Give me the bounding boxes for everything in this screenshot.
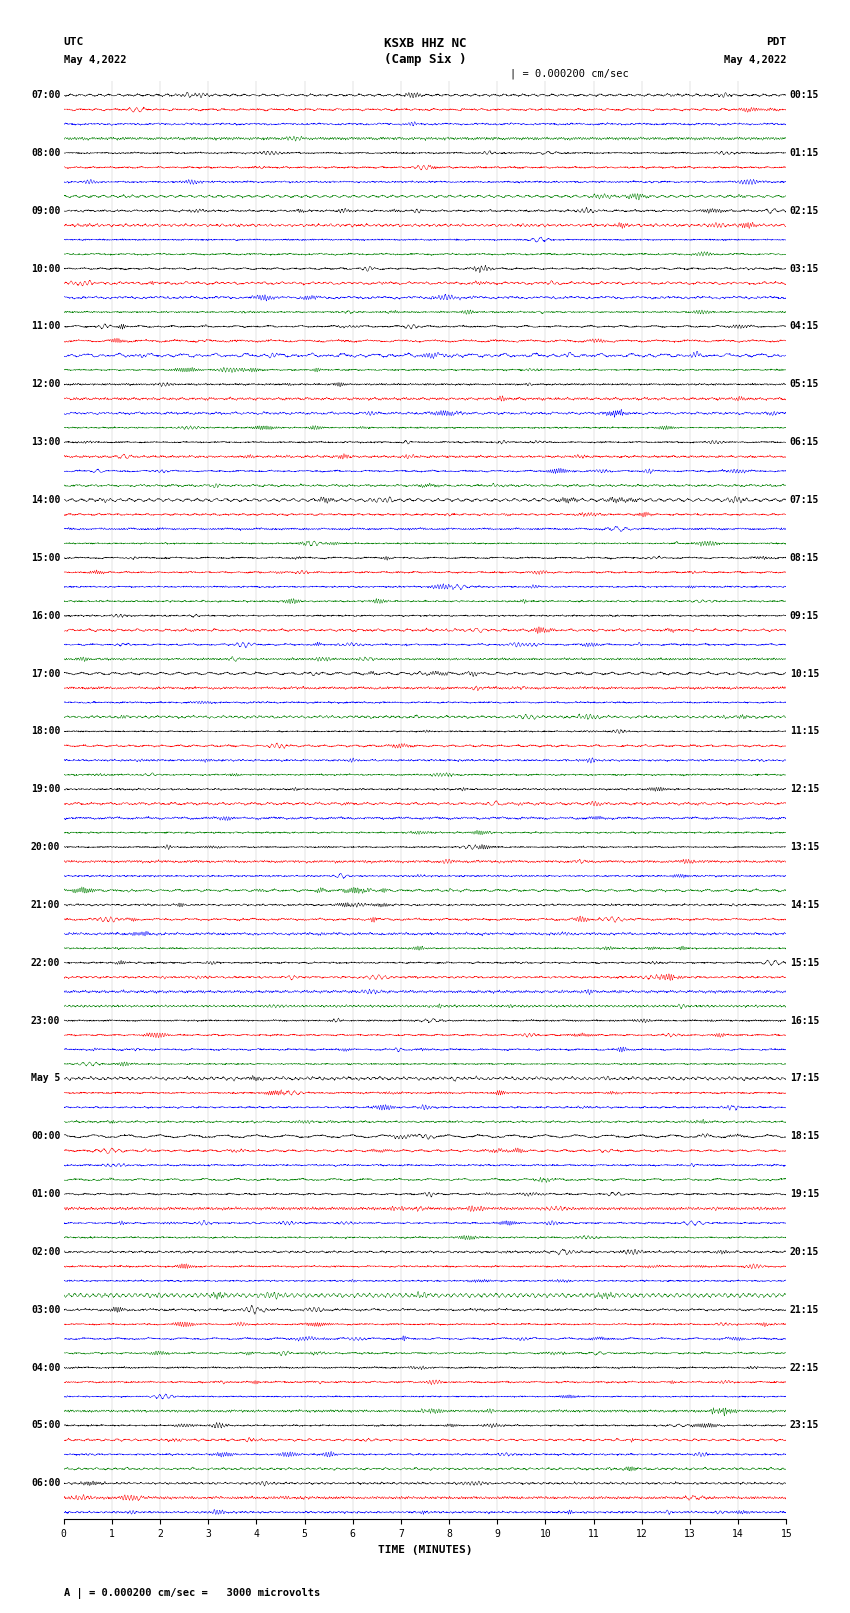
- Text: 13:15: 13:15: [790, 842, 819, 852]
- Text: (Camp Six ): (Camp Six ): [383, 53, 467, 66]
- Text: 01:00: 01:00: [31, 1189, 60, 1198]
- Text: 00:15: 00:15: [790, 90, 819, 100]
- Text: 16:15: 16:15: [790, 1016, 819, 1026]
- Text: 09:00: 09:00: [31, 206, 60, 216]
- Text: 19:00: 19:00: [31, 784, 60, 794]
- Text: 10:00: 10:00: [31, 263, 60, 274]
- Text: 08:00: 08:00: [31, 148, 60, 158]
- Text: 12:15: 12:15: [790, 784, 819, 794]
- Text: 03:15: 03:15: [790, 263, 819, 274]
- Text: 22:15: 22:15: [790, 1363, 819, 1373]
- Text: 15:00: 15:00: [31, 553, 60, 563]
- Text: 11:00: 11:00: [31, 321, 60, 332]
- Text: | = 0.000200 cm/sec: | = 0.000200 cm/sec: [510, 69, 629, 79]
- Text: 20:15: 20:15: [790, 1247, 819, 1257]
- Text: 22:00: 22:00: [31, 958, 60, 968]
- Text: 06:15: 06:15: [790, 437, 819, 447]
- Text: 04:15: 04:15: [790, 321, 819, 332]
- Text: 14:00: 14:00: [31, 495, 60, 505]
- Text: 04:00: 04:00: [31, 1363, 60, 1373]
- Text: 07:00: 07:00: [31, 90, 60, 100]
- Text: May 4,2022: May 4,2022: [723, 55, 786, 65]
- Text: 07:15: 07:15: [790, 495, 819, 505]
- Text: 10:15: 10:15: [790, 668, 819, 679]
- Text: 23:00: 23:00: [31, 1016, 60, 1026]
- Text: 02:15: 02:15: [790, 206, 819, 216]
- Text: KSXB HHZ NC: KSXB HHZ NC: [383, 37, 467, 50]
- Text: 06:00: 06:00: [31, 1478, 60, 1489]
- Text: 18:00: 18:00: [31, 726, 60, 737]
- Text: 09:15: 09:15: [790, 611, 819, 621]
- X-axis label: TIME (MINUTES): TIME (MINUTES): [377, 1545, 473, 1555]
- Text: 00:00: 00:00: [31, 1131, 60, 1142]
- Text: 21:00: 21:00: [31, 900, 60, 910]
- Text: 15:15: 15:15: [790, 958, 819, 968]
- Text: 02:00: 02:00: [31, 1247, 60, 1257]
- Text: 08:15: 08:15: [790, 553, 819, 563]
- Text: 13:00: 13:00: [31, 437, 60, 447]
- Text: 18:15: 18:15: [790, 1131, 819, 1142]
- Text: PDT: PDT: [766, 37, 786, 47]
- Text: UTC: UTC: [64, 37, 84, 47]
- Text: 17:00: 17:00: [31, 668, 60, 679]
- Text: 03:00: 03:00: [31, 1305, 60, 1315]
- Text: 20:00: 20:00: [31, 842, 60, 852]
- Text: A | = 0.000200 cm/sec =   3000 microvolts: A | = 0.000200 cm/sec = 3000 microvolts: [64, 1589, 320, 1598]
- Text: 11:15: 11:15: [790, 726, 819, 737]
- Text: 21:15: 21:15: [790, 1305, 819, 1315]
- Text: 05:00: 05:00: [31, 1421, 60, 1431]
- Text: 14:15: 14:15: [790, 900, 819, 910]
- Text: 01:15: 01:15: [790, 148, 819, 158]
- Text: May 5: May 5: [31, 1073, 60, 1084]
- Text: 17:15: 17:15: [790, 1073, 819, 1084]
- Text: 16:00: 16:00: [31, 611, 60, 621]
- Text: 19:15: 19:15: [790, 1189, 819, 1198]
- Text: 23:15: 23:15: [790, 1421, 819, 1431]
- Text: 05:15: 05:15: [790, 379, 819, 389]
- Text: 12:00: 12:00: [31, 379, 60, 389]
- Text: May 4,2022: May 4,2022: [64, 55, 127, 65]
